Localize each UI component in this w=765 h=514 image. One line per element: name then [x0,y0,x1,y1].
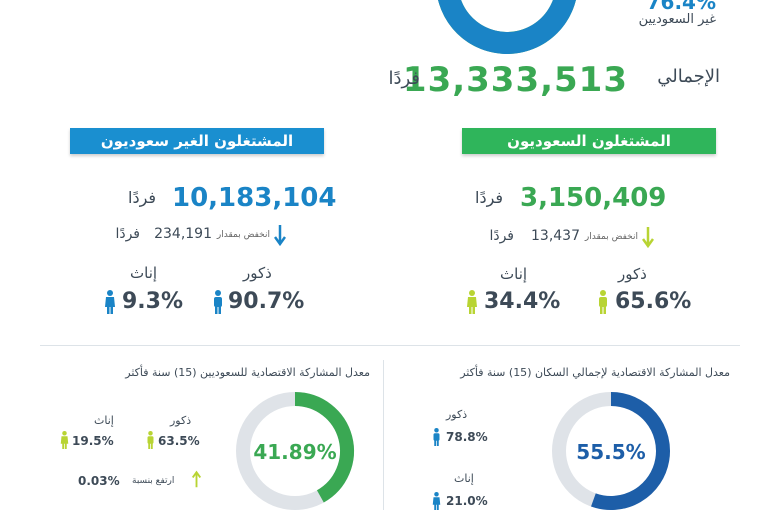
nonsaudi-decrease-unit: فردًا [115,226,140,242]
total-female-label: إناث [454,472,474,485]
participation-saudi-value: 41.89% [253,440,337,464]
total-row: الإجمالي 13,333,513 فردًا [330,60,720,100]
arrow-down-icon [642,227,654,248]
total-unit: فردًا [388,68,420,89]
participation-saudi-ring [236,392,354,510]
nonsaudi-decrease: انخفض بمقدار 234,191 فردًا [86,226,270,250]
nonsaudi-decrease-value: 234,191 [154,226,212,242]
total-male-label: ذكور [446,408,468,421]
nonsaudi-value: 10,183,104 [172,183,337,213]
nonsaudi-female-pct: 9.3% [122,289,184,314]
section-divider [383,360,384,510]
total-value: 13,333,513 [402,60,628,100]
saudi-male-label-small: ذكور [170,414,192,427]
saudi-male-label: ذكور [618,265,647,283]
nonsaudi-male-label: ذكور [243,264,272,282]
saudi-unit: فردًا [475,188,504,207]
nonsaudi-unit: فردًا [128,188,157,207]
arrow-up-icon [192,470,201,488]
male-person-icon [599,290,607,314]
participation-total-ring [552,392,670,510]
female-person-icon [105,290,115,314]
male-person-icon [433,428,440,446]
male-person-icon [147,431,154,449]
female-person-icon [432,492,441,510]
nonsaudi-percent: 76.4% [646,0,716,14]
participation-saudi-title: معدل المشاركة الاقتصادية للسعوديين (15) … [125,366,370,379]
saudi-decrease: انخفض بمقدار 13,437 فردًا [460,228,638,252]
section-divider [40,345,740,346]
total-female-pct: 21.0% [446,494,488,508]
saudi-header: المشتغلون السعوديون [462,128,716,154]
male-person-icon [214,290,222,314]
nonsaudi-female-label: إناث [130,264,158,282]
participation-total-value: 55.5% [576,440,646,464]
saudi-decrease-unit: فردًا [489,228,514,244]
saudi-rise-label: ارتفع بنسبة [132,476,175,486]
participation-total-title: معدل المشاركة الاقتصادية لإجمالي السكان … [460,366,730,379]
saudi-decrease-value: 13,437 [531,228,580,244]
saudi-value: 3,150,409 [520,183,667,213]
saudi-female-pct: 34.4% [484,289,561,314]
nonsaudi-decrease-label: انخفض بمقدار [216,230,270,240]
total-label: الإجمالي [657,66,720,87]
saudi-female-label: إناث [500,265,528,283]
saudi-rise-value: 0.03% [78,474,120,488]
total-male-pct: 78.8% [446,430,488,444]
arrow-down-icon [274,225,286,246]
female-person-icon [467,290,477,314]
nonsaudi-male-pct: 90.7% [228,289,305,314]
saudi-female-pct-small: 19.5% [72,434,114,448]
saudi-female-label-small: إناث [94,414,114,427]
nonsaudi-header: المشتغلون الغير سعوديون [70,128,324,154]
female-person-icon [60,431,69,449]
nonsaudi-label: غير السعوديين [638,12,716,27]
nonsaudi-share-ring [438,0,576,54]
saudi-decrease-label: انخفض بمقدار [584,232,638,242]
saudi-male-pct-small: 63.5% [158,434,200,448]
saudi-male-pct: 65.6% [615,289,692,314]
